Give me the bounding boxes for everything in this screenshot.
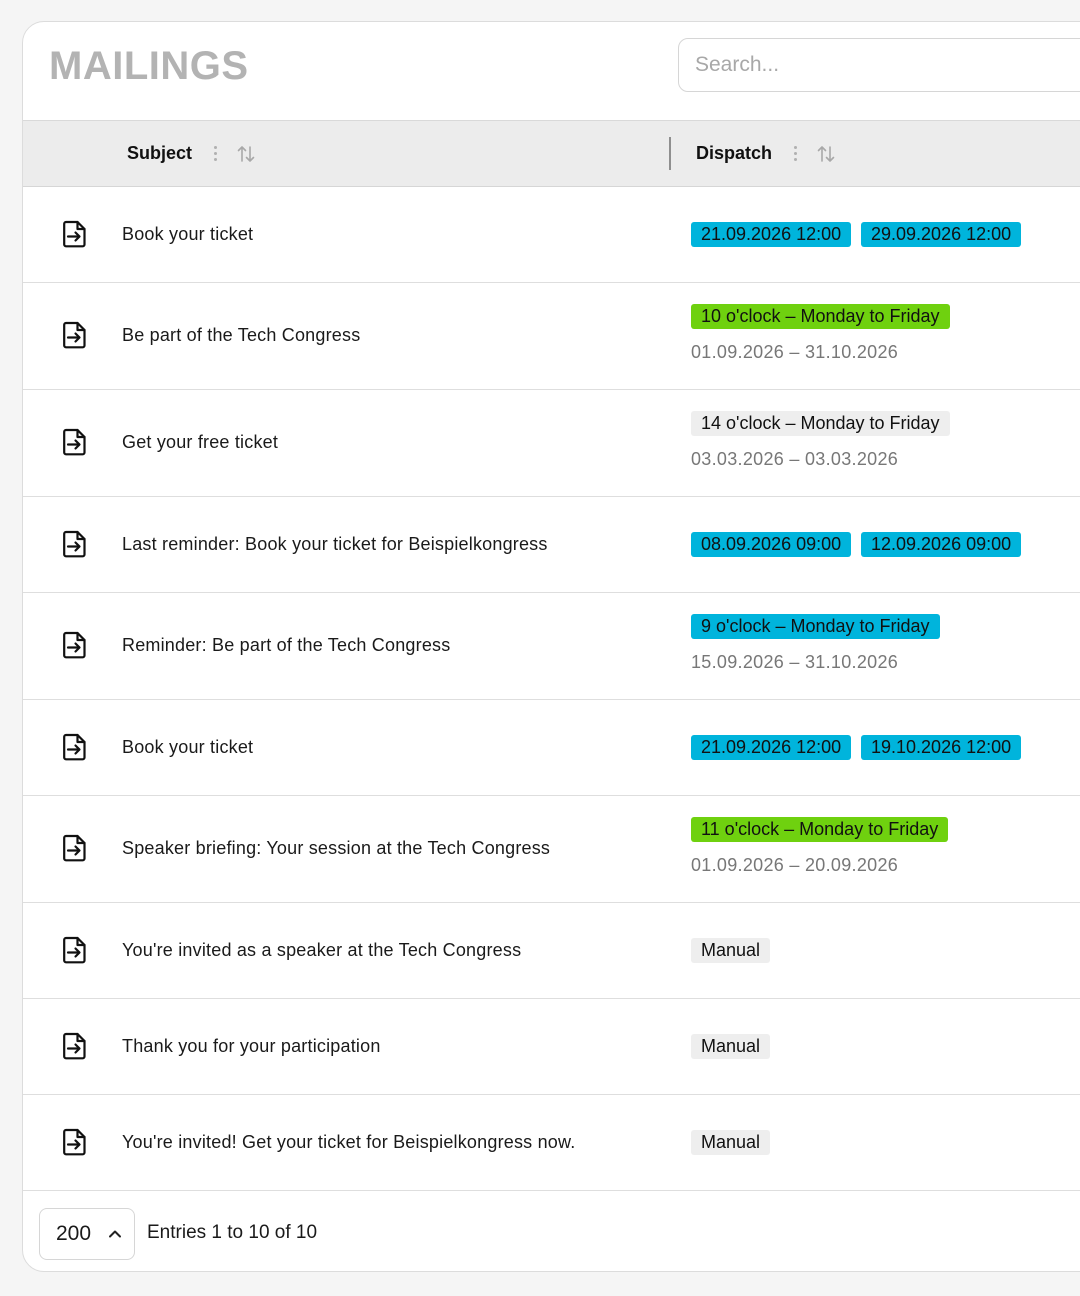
mailing-subject: Last reminder: Book your ticket for Beis… xyxy=(122,534,548,554)
column-divider[interactable] xyxy=(669,137,671,170)
mail-document-icon xyxy=(61,219,89,249)
table-row[interactable]: You're invited as a speaker at the Tech … xyxy=(23,903,1080,999)
sort-icon[interactable] xyxy=(816,144,836,164)
dispatch-badge: 21.09.2026 12:00 xyxy=(691,222,852,247)
toolbar: MAILINGS xyxy=(23,22,1080,121)
mail-document-icon xyxy=(61,935,89,965)
mail-document-icon xyxy=(61,630,89,660)
chevron-up-icon xyxy=(107,1226,123,1242)
table-header: Subject Dispatch xyxy=(23,121,1080,187)
dispatch-badge: 21.09.2026 12:00 xyxy=(691,735,852,760)
table-row[interactable]: Thank you for your participation Manual xyxy=(23,999,1080,1095)
dispatch-date-range: 15.09.2026 – 31.10.2026 xyxy=(691,652,899,672)
mailing-subject: Get your free ticket xyxy=(122,432,279,452)
mail-document-icon xyxy=(61,427,89,457)
dispatch-badge: 10 o'clock – Monday to Friday xyxy=(691,304,950,329)
mailing-subject: Reminder: Be part of the Tech Congress xyxy=(122,635,451,655)
mail-document-icon xyxy=(61,732,89,762)
table-row[interactable]: Be part of the Tech Congress 10 o'clock –… xyxy=(23,283,1080,390)
column-header-subject[interactable]: Subject xyxy=(127,121,256,186)
dispatch-badge: 19.10.2026 12:00 xyxy=(861,735,1022,760)
mail-document-icon xyxy=(61,1127,89,1157)
mailing-subject: You're invited as a speaker at the Tech … xyxy=(122,940,522,960)
dispatch-badge: 11 o'clock – Monday to Friday xyxy=(691,817,949,842)
table-row[interactable]: Book your ticket 21.09.2026 12:00 19.10.20… xyxy=(23,700,1080,796)
mail-document-icon xyxy=(61,529,89,559)
dispatch-date-range: 03.03.2026 – 03.03.2026 xyxy=(691,449,899,469)
mail-document-icon xyxy=(61,833,89,863)
page-size-select[interactable]: 200 xyxy=(39,1208,135,1260)
mailing-subject: Book your ticket xyxy=(122,737,254,757)
table-row[interactable]: Last reminder: Book your ticket for Beis… xyxy=(23,497,1080,593)
page-title: MAILINGS xyxy=(49,44,249,88)
table-footer: 200 Entries 1 to 10 of 10 xyxy=(23,1191,1080,1271)
dispatch-badge: Manual xyxy=(691,1034,771,1059)
column-menu-icon[interactable] xyxy=(794,146,798,161)
dispatch-badge: 9 o'clock – Monday to Friday xyxy=(691,614,940,639)
table-row[interactable]: Reminder: Be part of the Tech Congress 9 … xyxy=(23,593,1080,700)
mailing-subject: Speaker briefing: Your session at the Te… xyxy=(122,838,551,858)
table-body: Book your ticket 21.09.2026 12:00 29.09.20… xyxy=(23,187,1080,1191)
dispatch-badge: 29.09.2026 12:00 xyxy=(861,222,1022,247)
dispatch-badge: Manual xyxy=(691,938,771,963)
column-menu-icon[interactable] xyxy=(214,146,218,161)
dispatch-badge: 14 o'clock – Monday to Friday xyxy=(691,411,950,436)
table-row[interactable]: You're invited! Get your ticket for Beis… xyxy=(23,1095,1080,1191)
dispatch-date-range: 01.09.2026 – 20.09.2026 xyxy=(691,855,899,875)
search-input[interactable] xyxy=(678,38,1080,92)
entries-count: Entries 1 to 10 of 10 xyxy=(147,1222,318,1243)
mail-document-icon xyxy=(61,320,89,350)
mailing-subject: Be part of the Tech Congress xyxy=(122,325,361,345)
table-row[interactable]: Book your ticket 21.09.2026 12:00 29.09.20… xyxy=(23,187,1080,283)
mailing-subject: Book your ticket xyxy=(122,224,254,244)
column-header-dispatch-label: Dispatch xyxy=(696,143,773,163)
mail-document-icon xyxy=(61,1031,89,1061)
column-header-subject-label: Subject xyxy=(127,143,193,163)
sort-icon[interactable] xyxy=(236,144,256,164)
page-size-value: 200 xyxy=(56,1222,92,1245)
dispatch-badge: 08.09.2026 09:00 xyxy=(691,532,852,557)
column-header-dispatch[interactable]: Dispatch xyxy=(696,121,836,186)
dispatch-date-range: 01.09.2026 – 31.10.2026 xyxy=(691,342,899,362)
mailings-panel: MAILINGS Subject Dispatch Book your tick… xyxy=(22,21,1080,1272)
dispatch-badge: 12.09.2026 09:00 xyxy=(861,532,1022,557)
mailing-subject: You're invited! Get your ticket for Beis… xyxy=(122,1132,576,1152)
dispatch-badge: Manual xyxy=(691,1130,771,1155)
table-row[interactable]: Speaker briefing: Your session at the Te… xyxy=(23,796,1080,903)
table-row[interactable]: Get your free ticket 14 o'clock – Monday … xyxy=(23,390,1080,497)
mailing-subject: Thank you for your participation xyxy=(122,1036,381,1056)
